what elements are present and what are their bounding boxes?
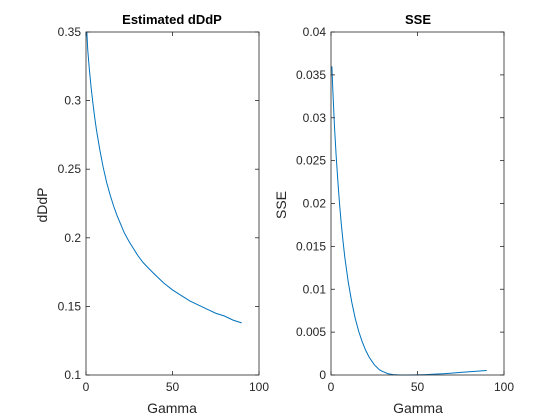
- chart-sse-ytick-label-5: 0.025: [296, 154, 326, 168]
- chart-sse-xtick-label-1: 50: [411, 380, 425, 394]
- chart-sse-ytick-label-8: 0.04: [303, 25, 327, 39]
- chart-sse-xtick-label-0: 0: [328, 380, 335, 394]
- chart-sse-ytick-label-2: 0.01: [303, 282, 327, 296]
- chart-dddp-xtick-label-2: 100: [249, 380, 269, 394]
- chart-sse-ytick-label-1: 0.005: [296, 325, 326, 339]
- chart-dddp-xtick-label-1: 50: [166, 380, 180, 394]
- chart-sse: SSE 0 50 100 0 0.005 0.01 0.015 0.02 0.025 0.03 0.…: [273, 12, 514, 416]
- chart-dddp-xlabel: Gamma: [147, 400, 197, 416]
- chart-sse-title: SSE: [405, 12, 431, 27]
- chart-sse-ytick-label-0: 0: [319, 368, 326, 382]
- chart-dddp-ytick-label-1: 0.15: [58, 299, 82, 313]
- chart-sse-ytick-label-3: 0.015: [296, 239, 326, 253]
- chart-sse-series-line-0: [331, 66, 487, 376]
- chart-dddp-xtick-label-0: 0: [83, 380, 90, 394]
- chart-dddp-ytick-label-5: 0.35: [58, 25, 82, 39]
- chart-dddp-ytick-label-4: 0.3: [64, 94, 81, 108]
- chart-sse-xtick-label-2: 100: [494, 380, 514, 394]
- chart-sse-xlabel: Gamma: [393, 400, 443, 416]
- chart-sse-ytick-label-7: 0.035: [296, 68, 326, 82]
- chart-dddp-series-line-0: [86, 31, 242, 324]
- chart-sse-ylabel: SSE: [273, 191, 289, 219]
- chart-dddp-ytick-label-3: 0.25: [58, 162, 82, 176]
- chart-dddp-ytick-label-0: 0.1: [64, 368, 81, 382]
- chart-dddp: Estimated dDdP 0 50 100 0.1 0.15 0.2 0.25 0.3 0.…: [34, 12, 269, 416]
- chart-dddp-plot-area: 0 50 100 0.1 0.15 0.2 0.25 0.3 0.35: [58, 25, 270, 394]
- chart-sse-ytick-label-4: 0.02: [303, 197, 327, 211]
- chart-dddp-ytick-label-2: 0.2: [64, 231, 81, 245]
- chart-sse-ytick-label-6: 0.03: [303, 111, 327, 125]
- chart-dddp-ylabel: dDdP: [34, 187, 50, 222]
- chart-sse-plot-area: 0 50 100 0 0.005 0.01 0.015 0.02 0.025 0.03 0.035 0…: [296, 25, 514, 394]
- chart-dddp-title: Estimated dDdP: [122, 12, 222, 27]
